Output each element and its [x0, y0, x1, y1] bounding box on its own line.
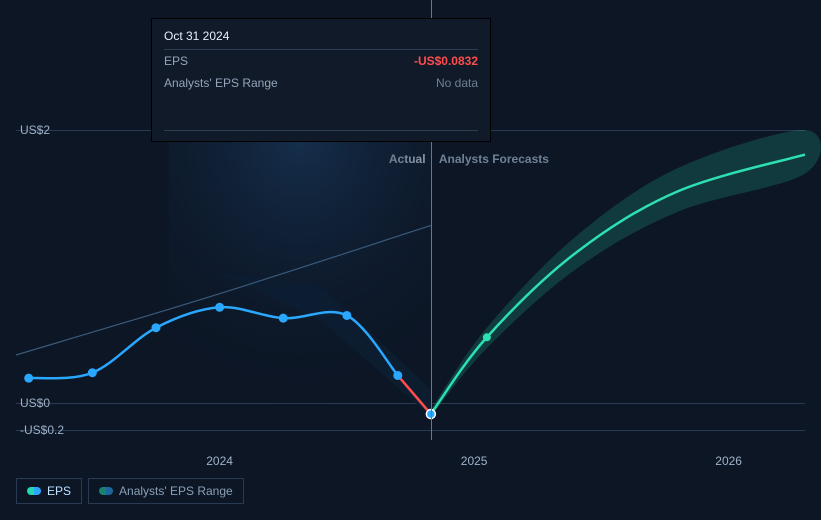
legend-label-eps: EPS: [47, 484, 71, 498]
tooltip-key-range: Analysts' EPS Range: [164, 76, 278, 90]
tooltip-date: Oct 31 2024: [164, 29, 478, 50]
chart-tooltip: Oct 31 2024 EPS -US$0.0832 Analysts' EPS…: [151, 18, 491, 142]
legend-label-range: Analysts' EPS Range: [119, 484, 233, 498]
legend-swatch-eps: [27, 487, 41, 495]
legend-swatch-range: [99, 487, 113, 495]
x-axis-label: 2024: [206, 454, 233, 468]
tooltip-key-eps: EPS: [164, 54, 188, 68]
tooltip-row-range: Analysts' EPS Range No data: [164, 72, 478, 94]
tooltip-value-eps: -US$0.0832: [414, 54, 478, 68]
x-axis-label: 2026: [715, 454, 742, 468]
chart-legend: EPS Analysts' EPS Range: [16, 478, 244, 504]
tooltip-value-range: No data: [436, 76, 478, 90]
x-axis-label: 2025: [461, 454, 488, 468]
tooltip-row-eps: EPS -US$0.0832: [164, 50, 478, 72]
eps-chart[interactable]: Oct 31 2024 EPS -US$0.0832 Analysts' EPS…: [0, 0, 821, 520]
legend-item-range[interactable]: Analysts' EPS Range: [88, 478, 244, 504]
legend-item-eps[interactable]: EPS: [16, 478, 82, 504]
